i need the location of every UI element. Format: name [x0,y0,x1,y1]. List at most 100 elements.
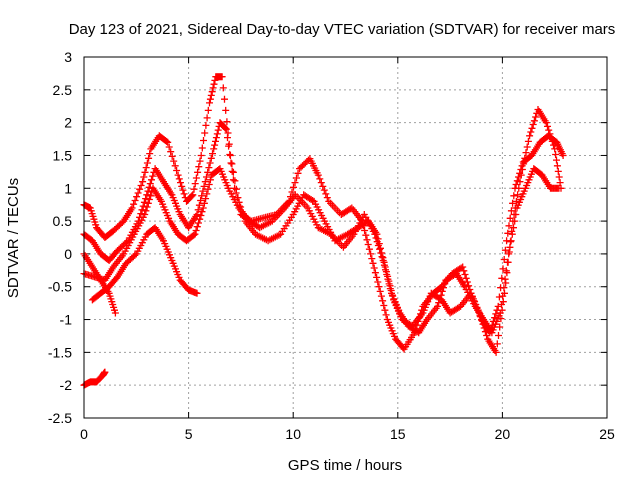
data-point [201,178,209,186]
data-point [550,141,557,149]
data-point [144,187,152,195]
data-point [492,348,500,356]
data-point [213,130,221,138]
data-point [173,167,181,174]
data-point [371,269,379,277]
data-point [515,184,523,192]
data-point [552,151,560,158]
data-point [506,243,514,251]
data-point [495,293,503,301]
data-point [229,176,237,184]
y-tick-label: -0.5 [48,279,72,295]
data-point [495,332,502,339]
data-point [226,151,234,158]
data-point [195,219,202,227]
data-point [188,192,196,200]
data-point [164,138,172,146]
data-point [291,179,299,187]
x-tick-label: 0 [80,426,88,442]
data-point [101,368,109,376]
data-layer [80,73,567,389]
data-point [435,299,443,307]
data-point [143,191,151,199]
data-point [505,222,513,230]
data-point [521,154,529,162]
data-point [111,309,119,317]
data-point [138,206,146,214]
data-point [511,217,519,225]
data-point [385,280,393,288]
data-point [222,106,230,114]
data-point [137,210,145,218]
data-point [142,164,150,172]
y-tick-label: 3 [64,49,72,65]
data-point [379,297,387,305]
data-point [383,271,391,278]
data-point [141,168,149,176]
data-point [524,137,532,145]
data-point [317,179,325,187]
data-point [231,184,239,192]
data-point [555,173,563,181]
data-point [382,311,390,319]
data-point [514,191,522,199]
data-point [309,197,317,204]
data-point [364,241,372,248]
data-point [512,211,520,218]
data-point [322,190,330,198]
chart-title: Day 123 of 2021, Sidereal Day-to-day VTE… [69,21,616,38]
data-point [496,309,504,317]
data-point [522,149,530,157]
data-point [131,197,139,204]
data-point [143,159,151,167]
data-point [544,122,551,130]
data-point [523,143,531,151]
data-point [195,201,203,209]
data-point [372,234,380,242]
data-point [228,167,236,175]
data-point [147,192,155,200]
data-point [190,185,198,193]
data-point [382,266,389,274]
data-point [380,261,388,269]
data-point [224,134,231,142]
data-point [493,340,501,348]
data-point [204,106,212,114]
series-track-1 [80,73,567,353]
data-point [203,190,211,198]
data-point [209,84,217,92]
data-point [193,211,201,218]
data-point [197,212,205,219]
data-point [130,200,138,208]
data-point [386,285,394,293]
data-point [554,167,562,175]
data-point [527,128,535,136]
data-point [133,193,141,201]
data-point [195,163,203,171]
x-tick-label: 20 [495,426,511,442]
data-point [178,182,186,190]
data-point [144,199,152,207]
x-tick-label: 5 [185,426,193,442]
data-point [190,231,198,239]
data-point [441,280,449,288]
data-point [374,278,382,286]
data-point [140,173,148,181]
data-point [559,152,567,159]
data-point [192,174,200,182]
data-point [545,126,553,134]
data-point [223,118,231,126]
data-point [139,178,147,186]
data-point [165,143,173,151]
data-point [498,274,506,282]
tick-layer: 0 5 10 15 20 25 -2.5 -2 -1.5 -1 -0.5 0 0.5 1 1.5 2 2.5 3 [48,49,615,442]
y-tick-label: 0 [64,246,72,262]
data-point [209,150,216,158]
data-point [378,253,386,261]
data-point [194,168,202,176]
y-tick-label: 2 [64,115,72,131]
data-point [512,197,520,205]
data-point [510,224,517,232]
data-point [212,137,219,145]
data-point [145,196,153,203]
